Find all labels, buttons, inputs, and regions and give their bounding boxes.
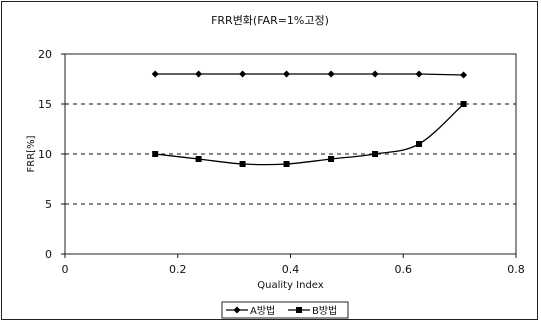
data-point xyxy=(460,101,467,107)
data-point xyxy=(328,156,335,162)
gridlines xyxy=(65,103,516,205)
data-point xyxy=(327,70,335,78)
y-axis-ticks: 0 5 10 15 20 xyxy=(38,48,65,261)
legend-label: B방법 xyxy=(312,305,337,317)
data-point xyxy=(152,151,159,157)
x-tick-label: 0.2 xyxy=(169,263,187,276)
x-axis-label: Quality Index xyxy=(257,280,324,291)
data-point xyxy=(371,70,379,78)
data-point xyxy=(239,161,246,167)
y-tick-label: 10 xyxy=(38,148,52,161)
data-point xyxy=(151,70,159,78)
data-point xyxy=(239,70,247,78)
x-tick-label: 0.6 xyxy=(395,263,413,276)
data-point xyxy=(195,70,203,78)
x-axis-ticks: 0 0.2 0.4 0.6 0.8 xyxy=(62,254,525,276)
legend: A방법 B방법 xyxy=(221,301,349,319)
y-tick-label: 0 xyxy=(45,248,52,261)
data-point xyxy=(416,141,423,147)
x-tick-label: 0.4 xyxy=(282,263,300,276)
x-tick-label: 0 xyxy=(62,263,69,276)
data-point xyxy=(415,70,423,78)
data-point xyxy=(372,151,379,157)
legend-marker xyxy=(233,306,241,314)
legend-item-1: A방법 xyxy=(226,305,275,317)
data-point xyxy=(460,71,468,79)
legend-label: A방법 xyxy=(250,305,275,317)
data-point xyxy=(283,161,290,167)
y-axis-label: FRR[%] xyxy=(26,135,37,172)
y-tick-label: 15 xyxy=(38,98,52,111)
series-1 xyxy=(151,70,468,79)
data-point xyxy=(283,70,291,78)
data-point xyxy=(195,156,202,162)
legend-box xyxy=(221,301,349,319)
x-tick-label: 0.8 xyxy=(507,263,525,276)
series-layer xyxy=(151,70,468,167)
legend-item-2: B방법 xyxy=(288,305,337,317)
series-2 xyxy=(152,101,467,167)
series-line xyxy=(155,103,465,166)
chart-title: FRR변화(FAR=1%고정) xyxy=(211,14,329,27)
y-tick-label: 5 xyxy=(45,198,52,211)
legend-marker xyxy=(296,307,302,313)
y-tick-label: 20 xyxy=(38,48,52,61)
series-line xyxy=(155,73,464,76)
